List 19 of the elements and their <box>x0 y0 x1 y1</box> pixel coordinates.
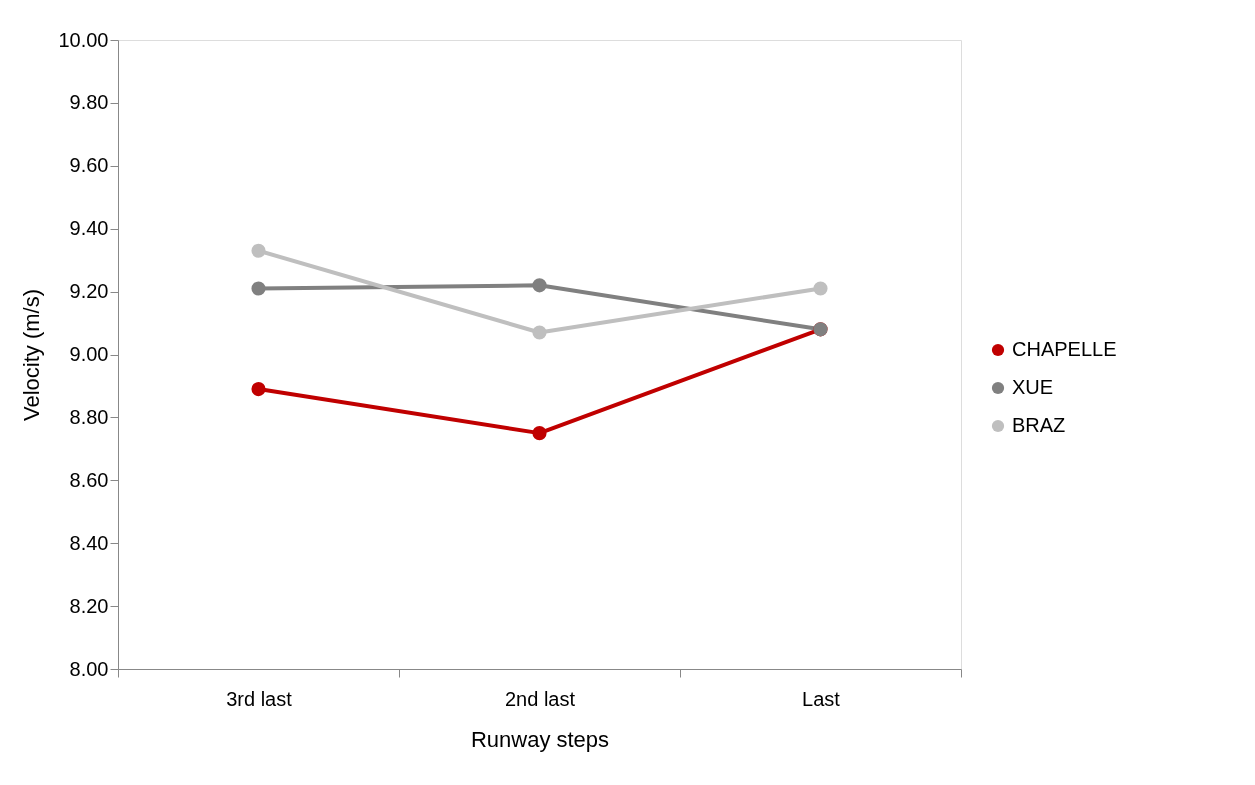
y-tick-label: 10.00 <box>58 28 109 51</box>
y-tick-label: 9.20 <box>69 280 109 303</box>
y-tick-label: 8.00 <box>69 657 109 680</box>
y-tick-label: 8.60 <box>69 468 109 491</box>
y-tick-label: 8.40 <box>69 531 109 554</box>
x-axis-title: Runway steps <box>470 726 610 752</box>
x-tick-label: Last <box>802 687 841 710</box>
y-tick-label: 8.20 <box>69 594 109 617</box>
y-tick-label: 9.40 <box>69 217 109 240</box>
legend-label: CHAPELLE <box>1012 338 1117 360</box>
y-tick-label: 9.60 <box>69 154 109 177</box>
legend-label: XUE <box>1012 376 1054 398</box>
x-tick-label: 3rd last <box>226 687 293 710</box>
y-tick-label: 9.00 <box>69 343 109 365</box>
x-tick-label: 2nd last <box>504 687 576 710</box>
y-axis-title: Velocity (m/s) <box>19 288 45 422</box>
legend-label: BRAZ <box>1012 414 1066 436</box>
y-tick-label: 9.80 <box>69 91 109 114</box>
y-tick-label: 8.80 <box>69 405 109 428</box>
